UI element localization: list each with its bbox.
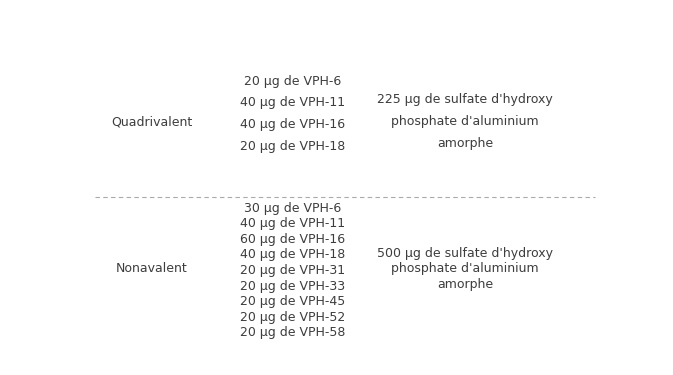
Text: Nonavalent: Nonavalent [116,262,188,275]
Text: phosphate d'aluminium: phosphate d'aluminium [391,262,538,275]
Text: 30 µg de VPH-6: 30 µg de VPH-6 [244,202,341,214]
Text: 20 µg de VPH-45: 20 µg de VPH-45 [240,295,345,308]
Text: 20 µg de VPH-31: 20 µg de VPH-31 [240,264,345,277]
Text: 20 µg de VPH-33: 20 µg de VPH-33 [240,280,345,292]
Text: 40 µg de VPH-11: 40 µg de VPH-11 [240,217,345,230]
Text: 20 µg de VPH-58: 20 µg de VPH-58 [240,326,345,339]
Text: 500 µg de sulfate d'hydroxy: 500 µg de sulfate d'hydroxy [377,247,553,260]
Text: 20 µg de VPH-18: 20 µg de VPH-18 [240,140,345,153]
Text: 60 µg de VPH-16: 60 µg de VPH-16 [240,233,345,246]
Text: 20 µg de VPH-52: 20 µg de VPH-52 [240,311,345,324]
Text: 40 µg de VPH-18: 40 µg de VPH-18 [240,248,345,261]
Text: 40 µg de VPH-16: 40 µg de VPH-16 [240,118,345,131]
Text: amorphe: amorphe [437,278,493,291]
Text: phosphate d'aluminium: phosphate d'aluminium [391,115,538,128]
Text: 225 µg de sulfate d'hydroxy: 225 µg de sulfate d'hydroxy [377,93,553,106]
Text: 20 µg de VPH-6: 20 µg de VPH-6 [244,75,341,88]
Text: amorphe: amorphe [437,136,493,150]
Text: 40 µg de VPH-11: 40 µg de VPH-11 [240,96,345,109]
Text: Quadrivalent: Quadrivalent [111,115,192,128]
